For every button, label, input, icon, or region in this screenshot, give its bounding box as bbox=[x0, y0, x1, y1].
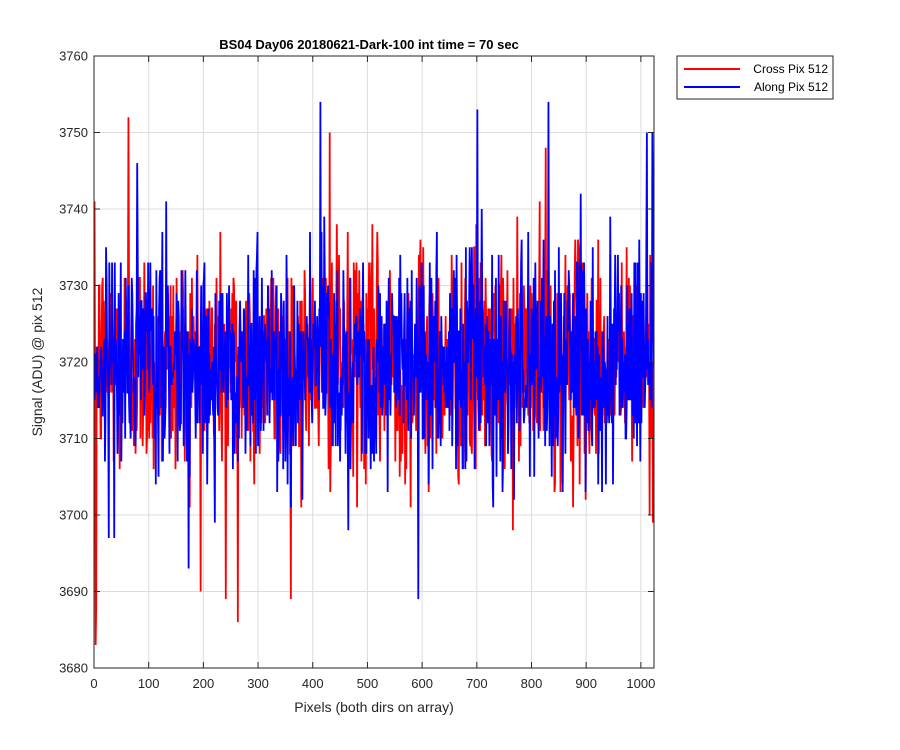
y-axis-label: Signal (ADU) @ pix 512 bbox=[29, 287, 45, 436]
series-line-along-pix bbox=[94, 101, 654, 600]
x-tick-label: 0 bbox=[90, 676, 97, 691]
y-tick-label: 3740 bbox=[59, 202, 88, 217]
y-tick-label: 3750 bbox=[59, 125, 88, 140]
x-axis-label: Pixels (both dirs on array) bbox=[294, 699, 454, 715]
y-tick-label: 3700 bbox=[59, 508, 88, 523]
y-axis-tick-labels: 3680 3690 3700 3710 3720 3730 3740 3750 3760 bbox=[59, 49, 88, 676]
x-tick-label: 100 bbox=[138, 676, 160, 691]
chart-title: BS04 Day06 20180621-Dark-100 int time = … bbox=[219, 37, 519, 52]
y-tick-label: 3680 bbox=[59, 661, 88, 676]
x-tick-label: 500 bbox=[357, 676, 379, 691]
x-tick-label: 900 bbox=[575, 676, 597, 691]
x-tick-label: 700 bbox=[466, 676, 488, 691]
x-tick-label: 600 bbox=[411, 676, 433, 691]
series-lines bbox=[94, 101, 654, 646]
x-tick-label: 1000 bbox=[626, 676, 655, 691]
x-tick-label: 800 bbox=[521, 676, 543, 691]
x-tick-label: 400 bbox=[302, 676, 324, 691]
x-tick-label: 200 bbox=[193, 676, 215, 691]
y-tick-label: 3710 bbox=[59, 431, 88, 446]
legend: Cross Pix 512 Along Pix 512 bbox=[676, 55, 834, 100]
axis-ticks bbox=[93, 55, 654, 669]
legend-label-cross-pix: Cross Pix 512 bbox=[753, 62, 828, 76]
y-tick-label: 3720 bbox=[59, 355, 88, 370]
y-tick-label: 3760 bbox=[59, 49, 88, 64]
y-tick-label: 3690 bbox=[59, 584, 88, 599]
y-tick-label: 3730 bbox=[59, 278, 88, 293]
legend-box bbox=[676, 55, 834, 100]
x-axis-tick-labels: 0 100 200 300 400 500 600 700 800 900 1000 bbox=[90, 676, 655, 691]
x-tick-label: 300 bbox=[247, 676, 269, 691]
legend-label-along-pix: Along Pix 512 bbox=[754, 80, 828, 94]
